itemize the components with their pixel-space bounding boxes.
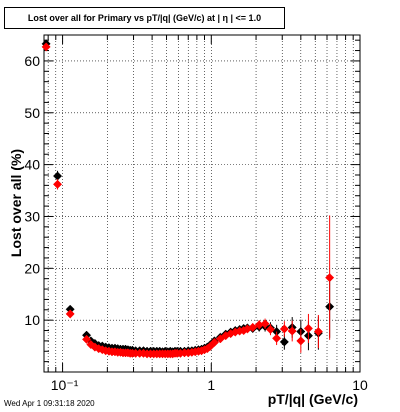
data-point [265, 324, 276, 335]
footer-timestamp: Wed Apr 1 09:31:18 2020 [4, 399, 95, 408]
data-point [41, 42, 51, 52]
data-point [287, 326, 297, 336]
y-tick-label: 20 [24, 260, 40, 276]
y-axis-label: Lost over all (%) [8, 149, 24, 257]
data-point [65, 309, 75, 319]
x-axis-label: pT/|q| (GeV/c) [268, 391, 358, 407]
series-red [41, 42, 335, 359]
data-point [313, 327, 323, 337]
y-tick-label: 50 [24, 105, 40, 121]
x-tick-label: 1 [207, 377, 215, 393]
y-tick-label: 40 [24, 157, 40, 173]
series-black [41, 39, 335, 357]
data-point [52, 179, 63, 189]
data-point [52, 171, 63, 181]
grid-lines [44, 35, 360, 372]
data-point [248, 322, 258, 332]
axis-ticks [44, 35, 360, 373]
x-tick-label: 10⁻¹ [51, 377, 79, 393]
data-point [303, 323, 313, 334]
data-point [272, 333, 282, 343]
plot-frame [43, 34, 361, 373]
x-tick-label: 10 [352, 377, 368, 393]
data-point [82, 334, 92, 344]
data-point [86, 339, 96, 350]
y-tick-label: 60 [24, 53, 40, 69]
data-point [260, 319, 270, 329]
y-tick-label: 10 [24, 312, 40, 328]
tick-labels: 10 20 30 40 50 60 10⁻¹ 1 10 [24, 53, 368, 393]
y-tick-label: 30 [24, 208, 40, 224]
data-point [296, 336, 306, 346]
data-layer [41, 39, 335, 359]
data-point [279, 337, 289, 347]
chart-title: Lost over all for Primary vs pT/|q| (GeV… [4, 7, 285, 29]
data-point [279, 324, 289, 334]
data-point [209, 337, 219, 348]
data-point [325, 273, 335, 283]
